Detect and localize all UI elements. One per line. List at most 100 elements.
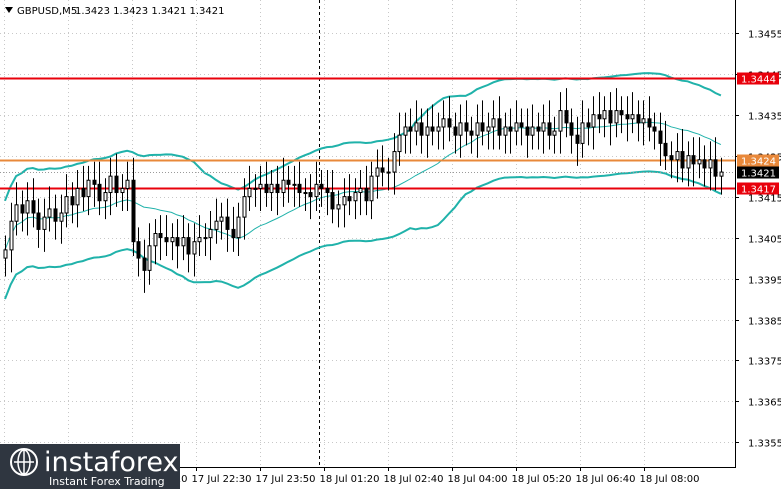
x-tick-label: 18 Jul 01:20 <box>320 474 380 485</box>
candle-body-up <box>219 216 224 222</box>
current-price-label: 1.3421 <box>741 169 776 180</box>
candle-body-down <box>275 183 280 194</box>
candle-body-up <box>675 151 680 161</box>
candle-body-up <box>614 110 619 124</box>
candle-body-down <box>164 237 169 243</box>
candle-body-up <box>181 237 186 247</box>
candle-body-up <box>591 114 596 128</box>
candle-body-up <box>303 192 308 195</box>
chart-header: GBPUSD,M5 1.3423 1.3423 1.3421 1.3421 <box>5 6 225 17</box>
candle-body-down <box>519 122 524 128</box>
candle-body-up <box>530 126 535 136</box>
candle-body-up <box>247 187 252 198</box>
candle-body-down <box>20 204 25 214</box>
candle-body-up <box>486 126 491 132</box>
price-tags: 1.3444 1.3424 1.3417 1.3421 <box>737 72 779 196</box>
candle-body-up <box>108 175 113 194</box>
candle-body-up <box>242 196 247 218</box>
candle-body-up <box>697 159 702 165</box>
candle-body-down <box>142 257 147 271</box>
candle-body-down <box>70 196 75 206</box>
candle-body-up <box>75 187 80 206</box>
level-tag-label: 1.3424 <box>741 157 776 168</box>
level-tag <box>737 154 779 167</box>
level-tag-label: 1.3444 <box>741 75 776 86</box>
candle-body-down <box>608 110 613 124</box>
candle-body-down <box>231 228 236 239</box>
y-tick-label: 1.3415 <box>748 194 781 205</box>
candle-body-up <box>403 126 408 136</box>
candle-body-down <box>564 110 569 124</box>
y-tick-label: 1.3365 <box>748 398 781 409</box>
y-tick-label: 1.3355 <box>748 439 781 450</box>
candle-body-up <box>197 237 202 243</box>
logo-tagline: Instant Forex Trading <box>49 475 165 488</box>
candle-body-down <box>225 216 230 230</box>
candle-body-up <box>358 187 363 194</box>
candle-body-down <box>325 187 330 194</box>
candle-body-down <box>319 183 324 189</box>
candle-body-down <box>297 183 302 194</box>
candle-body-up <box>392 151 397 173</box>
candle-body-up <box>458 122 463 136</box>
candle-body-up <box>641 118 646 124</box>
candle-body-up <box>475 122 480 136</box>
candle-body-down <box>186 237 191 255</box>
y-tick-label: 1.3405 <box>748 235 781 246</box>
candle-body-up <box>120 187 125 194</box>
candle-body-up <box>9 220 14 251</box>
candle-body-up <box>425 126 430 136</box>
y-tick-label: 1.3395 <box>748 276 781 287</box>
logo-brand: instaforex <box>44 447 178 478</box>
candle-body-up <box>342 196 347 206</box>
candle-body-down <box>114 175 119 194</box>
candle-body-down <box>508 126 513 132</box>
candle-body-up <box>441 118 446 128</box>
candle-body-down <box>347 196 352 202</box>
header-triangle-icon <box>5 7 13 13</box>
candle-body-up <box>491 118 496 128</box>
candle-body-down <box>702 159 707 169</box>
level-tag <box>737 182 779 195</box>
candle-body-down <box>264 183 269 194</box>
x-tick-label: 18 Jul 08:00 <box>640 474 700 485</box>
candle-body-down <box>464 122 469 132</box>
candle-body-up <box>436 126 441 132</box>
x-tick-label: 18 Jul 02:40 <box>384 474 444 485</box>
candle-body-down <box>308 192 313 198</box>
candle-body-down <box>408 126 413 132</box>
candle-body-down <box>158 233 163 239</box>
candle-body-up <box>258 183 263 189</box>
candle-body-up <box>153 233 158 247</box>
candle-body-down <box>53 208 58 222</box>
candle-body-up <box>686 155 691 169</box>
candlestick-series <box>3 88 724 293</box>
candle-body-down <box>453 126 458 136</box>
candle-body-up <box>541 122 546 132</box>
candle-body-down <box>419 122 424 136</box>
candle-body-down <box>691 155 696 165</box>
candle-body-down <box>663 142 668 157</box>
candle-body-down <box>669 155 674 161</box>
x-tick-label: 18 Jul 06:40 <box>576 474 636 485</box>
instaforex-logo: instaforex Instant Forex Trading <box>0 444 180 489</box>
candle-body-up <box>192 241 197 255</box>
candle-body-down <box>175 237 180 247</box>
candle-body-up <box>292 183 297 186</box>
candle-body-up <box>47 208 52 218</box>
candle-body-up <box>580 122 585 144</box>
candle-body-up <box>375 167 380 177</box>
level-tag <box>737 72 779 85</box>
candle-body-up <box>59 212 64 222</box>
candle-body-up <box>253 187 258 190</box>
candle-body-up <box>353 192 358 202</box>
candle-body-up <box>208 228 213 239</box>
candle-body-down <box>36 212 41 230</box>
x-tick-label: 18 Jul 05:20 <box>512 474 572 485</box>
candle-body-up <box>170 237 175 243</box>
bollinger-lower-band <box>4 170 722 300</box>
candle-body-down <box>597 114 602 120</box>
bollinger-middle-band <box>4 121 722 251</box>
